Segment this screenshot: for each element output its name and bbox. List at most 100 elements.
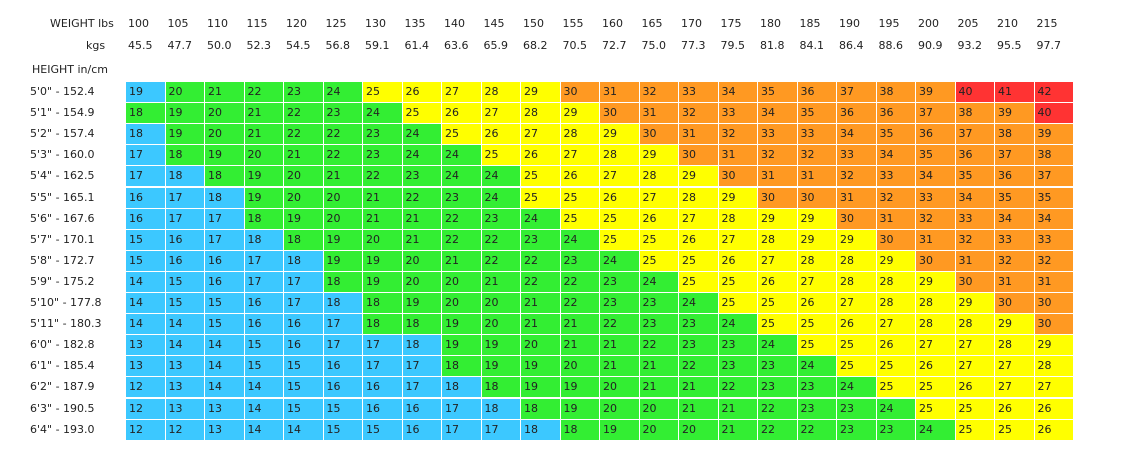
bmi-cell: 23	[560, 250, 600, 272]
bmi-cell: 30	[560, 82, 600, 104]
bmi-cell: 34	[1034, 208, 1074, 230]
bmi-cell: 16	[205, 271, 245, 293]
bmi-cell: 14	[244, 377, 284, 399]
bmi-cell: 23	[481, 208, 521, 230]
bmi-cell: 18	[521, 419, 561, 441]
bmi-cell: 20	[165, 82, 205, 104]
bmi-cell: 18	[284, 229, 324, 251]
bmi-cell: 21	[363, 187, 403, 209]
bmi-cell: 20	[402, 271, 442, 293]
bmi-cell: 18	[560, 419, 600, 441]
bmi-cell: 17	[442, 419, 482, 441]
bmi-cell: 16	[323, 377, 363, 399]
bmi-cell: 22	[758, 419, 798, 441]
bmi-cell: 15	[165, 293, 205, 315]
height-row-label: 5'2" - 157.4	[30, 127, 95, 141]
bmi-cell: 23	[758, 356, 798, 378]
bmi-cell: 22	[363, 166, 403, 188]
bmi-cell: 34	[916, 166, 956, 188]
height-row-label: 6'2" - 187.9	[30, 380, 95, 394]
bmi-cell: 27	[758, 250, 798, 272]
lbs-tick-label: 130	[365, 17, 386, 30]
bmi-cell: 24	[679, 293, 719, 315]
bmi-cell: 20	[284, 166, 324, 188]
bmi-cell: 18	[205, 187, 245, 209]
bmi-cell: 39	[916, 82, 956, 104]
bmi-cell: 24	[876, 398, 916, 420]
height-label: HEIGHT in/cm	[32, 63, 108, 76]
bmi-cell: 17	[323, 335, 363, 357]
bmi-cell: 29	[1034, 335, 1074, 357]
bmi-cell: 31	[797, 166, 837, 188]
bmi-cell: 35	[995, 187, 1035, 209]
bmi-cell: 25	[521, 187, 561, 209]
bmi-cell: 29	[876, 250, 916, 272]
bmi-cell: 21	[402, 208, 442, 230]
bmi-cell: 20	[442, 293, 482, 315]
bmi-cell: 20	[244, 145, 284, 167]
bmi-cell: 30	[1034, 314, 1074, 336]
height-row-label: 6'1" - 185.4	[30, 359, 95, 373]
lbs-tick-label: 110	[207, 17, 228, 30]
lbs-tick-label: 185	[799, 17, 821, 30]
bmi-cell: 13	[126, 335, 166, 357]
bmi-cell: 21	[521, 293, 561, 315]
bmi-cell: 24	[363, 103, 403, 125]
bmi-cell: 28	[481, 82, 521, 104]
bmi-cell: 18	[284, 250, 324, 272]
bmi-cell: 23	[639, 314, 679, 336]
bmi-cell: 15	[126, 250, 166, 272]
bmi-cell: 22	[481, 250, 521, 272]
bmi-cell: 13	[205, 398, 245, 420]
height-row-label: 5'10" - 177.8	[30, 296, 102, 309]
bmi-cell: 23	[521, 229, 561, 251]
bmi-cell: 15	[363, 419, 403, 441]
bmi-cell: 40	[955, 82, 995, 104]
bmi-cell: 33	[916, 187, 956, 209]
bmi-cell: 18	[481, 377, 521, 399]
bmi-cell: 25	[876, 356, 916, 378]
bmi-cell: 21	[639, 356, 679, 378]
bmi-cell: 20	[639, 398, 679, 420]
bmi-cell: 24	[758, 335, 798, 357]
bmi-cell: 22	[521, 250, 561, 272]
bmi-cell: 14	[165, 335, 205, 357]
lbs-tick-label: 170	[681, 17, 702, 30]
bmi-cell: 16	[126, 208, 166, 230]
bmi-cell: 22	[323, 145, 363, 167]
bmi-cell: 20	[363, 229, 403, 251]
bmi-cell: 19	[323, 250, 363, 272]
bmi-cell: 34	[758, 103, 798, 125]
bmi-cell: 21	[363, 208, 403, 230]
bmi-cell: 17	[284, 271, 324, 293]
bmi-cell: 32	[1034, 250, 1074, 272]
bmi-cell: 26	[600, 187, 640, 209]
bmi-cell: 21	[718, 398, 758, 420]
bmi-cell: 33	[837, 145, 877, 167]
bmi-cell: 29	[758, 208, 798, 230]
bmi-cell: 27	[955, 335, 995, 357]
bmi-cell: 24	[481, 166, 521, 188]
kgs-tick-label: 79.5	[720, 39, 746, 52]
bmi-cell: 18	[244, 229, 284, 251]
bmi-cell: 28	[758, 229, 798, 251]
bmi-cell: 27	[995, 377, 1035, 399]
bmi-cell: 16	[284, 335, 324, 357]
bmi-cell: 23	[639, 293, 679, 315]
bmi-cell: 34	[837, 124, 877, 146]
bmi-cell: 27	[955, 356, 995, 378]
bmi-cell: 24	[639, 271, 679, 293]
bmi-cell: 25	[955, 398, 995, 420]
bmi-cell: 23	[600, 293, 640, 315]
bmi-cell: 21	[600, 335, 640, 357]
bmi-cell: 21	[284, 145, 324, 167]
bmi-cell: 22	[679, 356, 719, 378]
bmi-cell: 20	[521, 335, 561, 357]
bmi-cell: 24	[442, 145, 482, 167]
bmi-cell: 21	[679, 398, 719, 420]
bmi-cell: 34	[876, 145, 916, 167]
bmi-cell: 42	[1034, 82, 1074, 104]
bmi-cell: 16	[205, 250, 245, 272]
bmi-cell: 22	[797, 419, 837, 441]
